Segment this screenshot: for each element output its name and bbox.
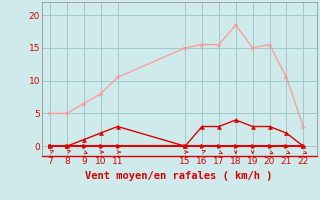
X-axis label: Vent moyen/en rafales ( km/h ): Vent moyen/en rafales ( km/h ) [85,171,273,181]
